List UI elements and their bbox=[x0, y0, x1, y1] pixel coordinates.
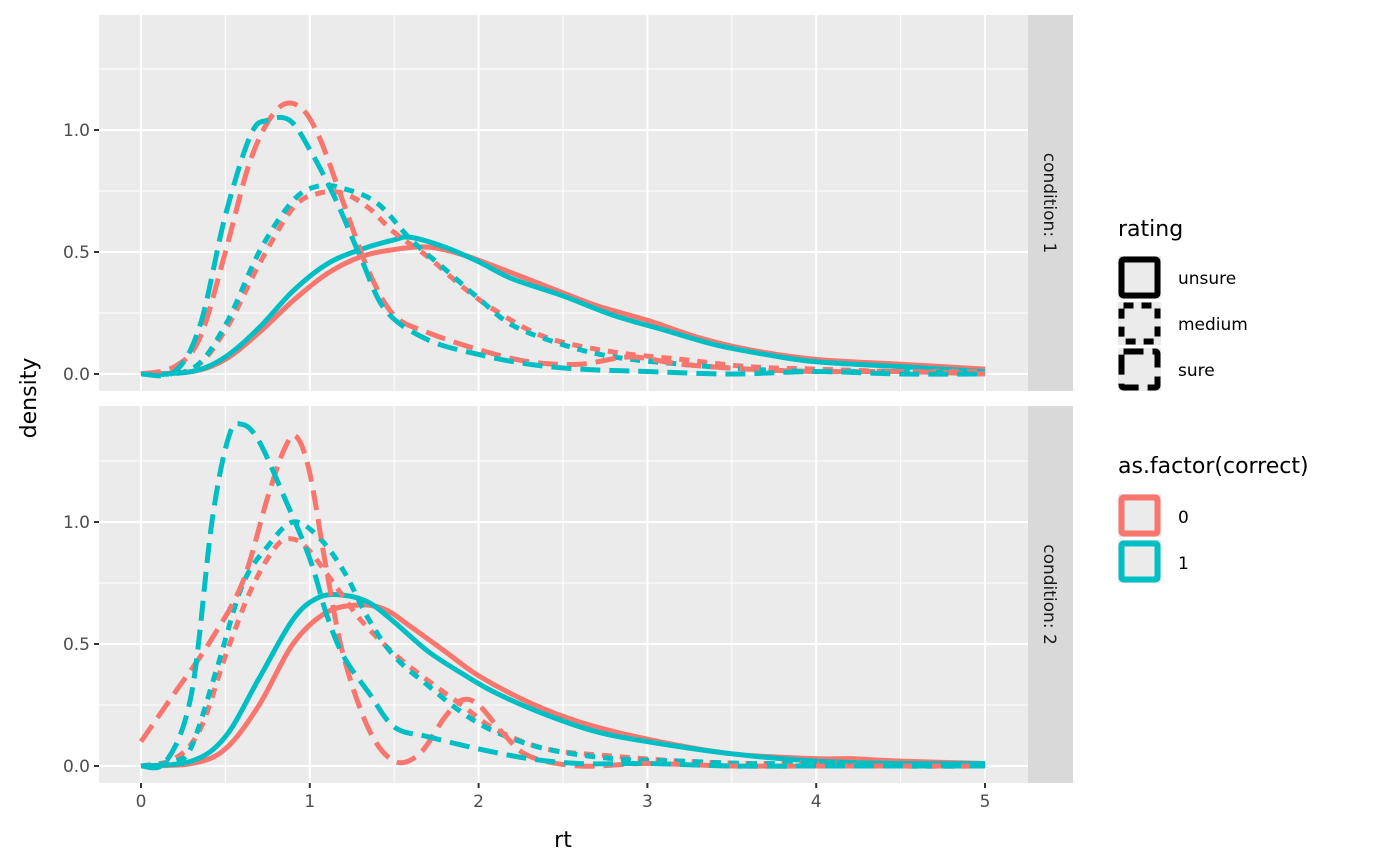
legend-label: 1 bbox=[1178, 554, 1189, 574]
y-tick-label: 0.5 bbox=[63, 635, 90, 655]
y-tick-label: 0.5 bbox=[63, 243, 90, 263]
density-lines bbox=[140, 100, 986, 379]
legend-key-background bbox=[1118, 540, 1161, 583]
legend-key bbox=[1118, 348, 1161, 391]
x-tick-label: 4 bbox=[811, 792, 822, 812]
x-tick-label: 2 bbox=[473, 792, 484, 812]
density-line-medium-correct-0 bbox=[140, 189, 986, 377]
y-axis-title: density bbox=[17, 358, 42, 439]
panels: 0.0 0.5 1.0 condition: 1 0.0 0.5 1.0 condition:… bbox=[63, 15, 1073, 783]
legend-title: as.factor(correct) bbox=[1118, 454, 1309, 479]
x-axis-title: rt bbox=[554, 828, 572, 853]
density-line-sure-correct-1 bbox=[140, 114, 986, 379]
x-tick-label: 0 bbox=[136, 792, 147, 812]
legend-label: unsure bbox=[1178, 269, 1236, 289]
y-tick-label: 1.0 bbox=[63, 513, 90, 533]
legend-label: medium bbox=[1178, 315, 1248, 335]
density-line-medium-correct-1 bbox=[140, 519, 986, 769]
legend-correct: as.factor(correct) 0 1 bbox=[1118, 454, 1309, 583]
legend-key bbox=[1118, 256, 1161, 299]
facet-panel-2: 0.0 0.5 1.0 condition: 2 bbox=[63, 406, 1073, 783]
density-line-sure-correct-0 bbox=[140, 100, 986, 377]
x-axis: 0 1 2 3 4 5 bbox=[136, 783, 991, 812]
legend-title: rating bbox=[1118, 217, 1183, 242]
legend-key bbox=[1118, 494, 1161, 537]
x-tick-label: 3 bbox=[642, 792, 653, 812]
facet-strip bbox=[1028, 406, 1073, 783]
x-tick-label: 1 bbox=[304, 792, 315, 812]
legend-key bbox=[1118, 540, 1161, 583]
facet-panel-1: 0.0 0.5 1.0 condition: 1 bbox=[63, 15, 1073, 391]
legend-key-background bbox=[1118, 302, 1161, 345]
facet-strip bbox=[1028, 15, 1073, 391]
density-lines bbox=[138, 421, 986, 771]
legend-key-background bbox=[1118, 256, 1161, 299]
density-line-unsure-correct-1 bbox=[140, 592, 986, 769]
density-line-sure-correct-1 bbox=[140, 421, 985, 771]
x-tick-label: 5 bbox=[980, 792, 991, 812]
density-line-unsure-correct-1 bbox=[140, 234, 986, 377]
legend-label: sure bbox=[1178, 361, 1215, 381]
legend-key-background bbox=[1118, 494, 1161, 537]
legends: rating unsure medium sure as.factor(correct)… bbox=[1118, 217, 1309, 583]
legend-key-background bbox=[1118, 348, 1161, 391]
density-line-medium-correct-1 bbox=[140, 182, 986, 377]
legend-rating: rating unsure medium sure bbox=[1118, 217, 1248, 391]
legend-label: 0 bbox=[1178, 508, 1189, 528]
facet-strip-label: condition: 1 bbox=[1039, 153, 1059, 254]
y-tick-label: 0.0 bbox=[63, 365, 90, 385]
facet-strip-label: condition: 2 bbox=[1039, 544, 1059, 645]
y-tick-label: 1.0 bbox=[63, 121, 90, 141]
y-tick-label: 0.0 bbox=[63, 757, 90, 777]
